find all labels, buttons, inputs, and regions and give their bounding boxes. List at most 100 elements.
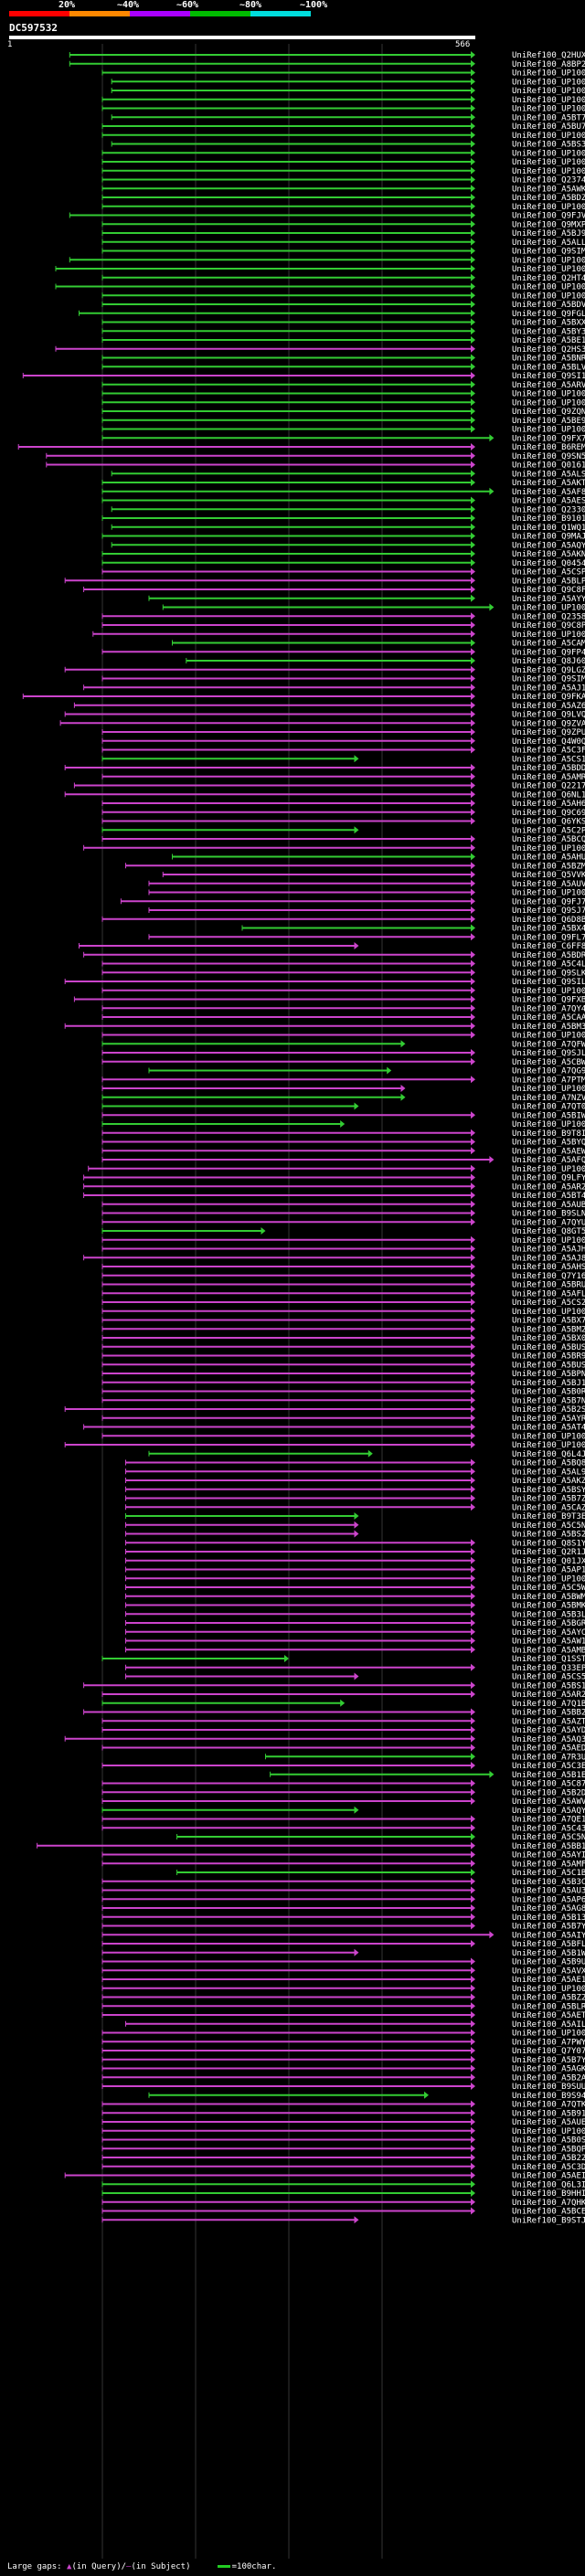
hit-label[interactable]: UniRef100_A5B3L9: [512, 1610, 585, 1619]
hit-row[interactable]: UniRef100_Q6YKS2: [101, 817, 585, 827]
hit-label[interactable]: UniRef100_A5AR29: [512, 1182, 585, 1192]
hit-label[interactable]: UniRef100_A5CBW1: [512, 1058, 585, 1067]
hit-label[interactable]: UniRef100_C6FF81: [512, 942, 585, 951]
hit-row[interactable]: UniRef100_A5BDV1: [101, 301, 585, 310]
hit-row[interactable]: UniRef100_Q33EP1: [125, 1663, 585, 1673]
hit-label[interactable]: UniRef100_A5B0R5: [512, 1388, 585, 1397]
hit-row[interactable]: UniRef100_Q2HT49: [101, 273, 585, 283]
hit-label[interactable]: UniRef100_A5AUV4: [512, 880, 585, 889]
hit-label[interactable]: UniRef100_Q6L4J8: [512, 1450, 585, 1459]
hit-row[interactable]: UniRef100_A5AZ64: [73, 701, 585, 711]
hit-row[interactable]: UniRef100_A5AYY9: [148, 594, 585, 604]
hit-label[interactable]: UniRef100_UP1000...: [512, 1432, 585, 1441]
hit-label[interactable]: UniRef100_UP1000...: [512, 78, 585, 87]
hit-row[interactable]: UniRef100_Q9FGL3: [79, 309, 585, 319]
hit-label[interactable]: UniRef100_A5BUS8: [512, 1361, 585, 1370]
hit-label[interactable]: UniRef100_A5BLP5: [512, 577, 585, 586]
hit-row[interactable]: UniRef100_A5ARV9: [101, 380, 585, 390]
hit-row[interactable]: UniRef100_Q7Y165: [101, 1271, 585, 1281]
hit-label[interactable]: UniRef100_A5AGK2: [512, 2065, 585, 2074]
hit-row[interactable]: UniRef100_A5B2S9: [64, 1405, 585, 1415]
hit-label[interactable]: UniRef100_Q9SN56: [512, 452, 585, 461]
hit-label[interactable]: UniRef100_Q9ZVA0: [512, 719, 585, 728]
hit-label[interactable]: UniRef100_UP1000...: [512, 69, 585, 79]
hit-label[interactable]: UniRef100_A5BSY0: [512, 1486, 585, 1495]
hit-row[interactable]: UniRef100_UP1000...: [101, 202, 585, 212]
hit-label[interactable]: UniRef100_A5AR29: [512, 1691, 585, 1700]
hit-label[interactable]: UniRef100_UP1000...: [512, 889, 585, 898]
hit-row[interactable]: UniRef100_A5B7Z8: [125, 1494, 585, 1504]
hit-label[interactable]: UniRef100_UP1000...: [512, 292, 585, 301]
hit-label[interactable]: UniRef100_A5C5N1: [512, 1833, 585, 1842]
hit-row[interactable]: UniRef100_UP1000...: [101, 292, 585, 301]
hit-label[interactable]: UniRef100_Q9SI17: [512, 372, 585, 381]
hit-label[interactable]: UniRef100_Q5VVK5: [512, 871, 585, 880]
hit-label[interactable]: UniRef100_Q23580: [512, 612, 585, 621]
hit-row[interactable]: UniRef100_A5BDZ0: [101, 194, 585, 203]
hit-row[interactable]: UniRef100_A5B221: [101, 2154, 585, 2163]
hit-label[interactable]: UniRef100_A5C5W2: [512, 1584, 585, 1593]
hit-row[interactable]: UniRef100_A5AUB3: [101, 1200, 585, 1210]
hit-label[interactable]: UniRef100_A5AP16: [512, 1566, 585, 1575]
hit-row[interactable]: UniRef100_UP1000...: [101, 1307, 585, 1317]
hit-label[interactable]: UniRef100_Q9SJ75: [512, 906, 585, 916]
hit-row[interactable]: UniRef100_A5B919: [101, 2109, 585, 2118]
hit-row[interactable]: UniRef100_A5AR29: [83, 1182, 585, 1192]
hit-row[interactable]: UniRef100_A7R3U9: [265, 1753, 585, 1762]
hit-row[interactable]: UniRef100_A5BRU9: [101, 1280, 585, 1290]
hit-row[interactable]: UniRef100_B9STJ9: [101, 2216, 585, 2225]
hit-row[interactable]: UniRef100_A5BUS8: [101, 1361, 585, 1370]
hit-row[interactable]: UniRef100_UP1000...: [101, 131, 585, 141]
hit-label[interactable]: UniRef100_Q23302: [512, 505, 585, 514]
hit-row[interactable]: UniRef100_Q6L3I7: [101, 2180, 585, 2189]
hit-label[interactable]: UniRef100_A5CS56: [512, 1673, 585, 1682]
hit-label[interactable]: UniRef100_A5AYY9: [512, 595, 585, 604]
hit-row[interactable]: UniRef100_A5AH68: [101, 800, 585, 809]
hit-label[interactable]: UniRef100_A5AFL1: [512, 1289, 585, 1299]
hit-row[interactable]: UniRef100_A5AFL1: [101, 1289, 585, 1299]
hit-label[interactable]: UniRef100_Q6D8B5: [512, 916, 585, 925]
hit-label[interactable]: UniRef100_UP1000...: [512, 283, 585, 292]
hit-label[interactable]: UniRef100_UP1000...: [512, 2030, 585, 2039]
hit-label[interactable]: UniRef100_A5B1E1: [512, 1771, 585, 1780]
hit-row[interactable]: UniRef100_Q7Y077: [101, 2047, 585, 2056]
hit-label[interactable]: UniRef100_A5B919: [512, 2109, 585, 2118]
hit-label[interactable]: UniRef100_Q6L3I7: [512, 2180, 585, 2189]
hit-label[interactable]: UniRef100_A5CS16: [512, 755, 585, 764]
hit-label[interactable]: UniRef100_A5BX75: [512, 1317, 585, 1326]
hit-row[interactable]: UniRef100_Q9FP40: [101, 648, 585, 657]
hit-row[interactable]: UniRef100_A5ALS1: [111, 470, 585, 479]
hit-row[interactable]: UniRef100_A5BFL3: [101, 1940, 585, 1949]
hit-label[interactable]: UniRef100_A5AW19: [512, 1638, 585, 1647]
hit-row[interactable]: UniRef100_A5B2A4: [101, 2073, 585, 2083]
hit-label[interactable]: UniRef100_A5AJH5: [512, 1246, 585, 1255]
hit-label[interactable]: UniRef100_A7QFW1: [512, 1040, 585, 1049]
hit-row[interactable]: UniRef100_Q9LFY6: [83, 1173, 585, 1183]
hit-row[interactable]: UniRef100_UP1000...: [162, 603, 585, 613]
hit-row[interactable]: UniRef100_A5CAA5: [101, 1013, 585, 1023]
hit-row[interactable]: UniRef100_A5BXX7: [101, 318, 585, 328]
hit-label[interactable]: UniRef100_A5B13L: [512, 1913, 585, 1923]
hit-label[interactable]: UniRef100_Q7Y077: [512, 2047, 585, 2056]
hit-row[interactable]: UniRef100_A5AIY4: [101, 1931, 585, 1940]
hit-label[interactable]: UniRef100_A5BCQ9: [512, 835, 585, 844]
hit-label[interactable]: UniRef100_A5BDZ0: [512, 194, 585, 203]
hit-row[interactable]: UniRef100_A5CAZ4: [125, 1503, 585, 1512]
hit-label[interactable]: UniRef100_A5B7Y3: [512, 1923, 585, 1932]
hit-row[interactable]: UniRef100_A5AVX9: [101, 1966, 585, 1976]
hit-row[interactable]: UniRef100_Q9FJV3: [69, 211, 585, 221]
hit-row[interactable]: UniRef100_A5AU38: [101, 1886, 585, 1896]
hit-row[interactable]: UniRef100_Q2HS32: [55, 345, 585, 355]
hit-row[interactable]: UniRef100_A5BLV0: [101, 363, 585, 372]
hit-row[interactable]: UniRef100_UP1000...: [83, 843, 585, 853]
hit-label[interactable]: UniRef100_B6REM1: [512, 443, 585, 452]
hit-row[interactable]: UniRef100_A5AE14: [101, 1976, 585, 1985]
hit-row[interactable]: UniRef100_Q1SST8: [101, 1655, 585, 1664]
hit-row[interactable]: UniRef100_A5C5N1: [176, 1833, 585, 1842]
hit-row[interactable]: UniRef100_Q22175: [73, 781, 585, 791]
hit-row[interactable]: UniRef100_B9T8I3: [101, 1129, 585, 1139]
hit-row[interactable]: UniRef100_A7QFW1: [101, 1040, 585, 1049]
hit-row[interactable]: UniRef100_A5BYQ3: [101, 1138, 585, 1148]
hit-label[interactable]: UniRef100_UP1000...: [512, 158, 585, 167]
hit-label[interactable]: UniRef100_Q1SST8: [512, 1655, 585, 1664]
